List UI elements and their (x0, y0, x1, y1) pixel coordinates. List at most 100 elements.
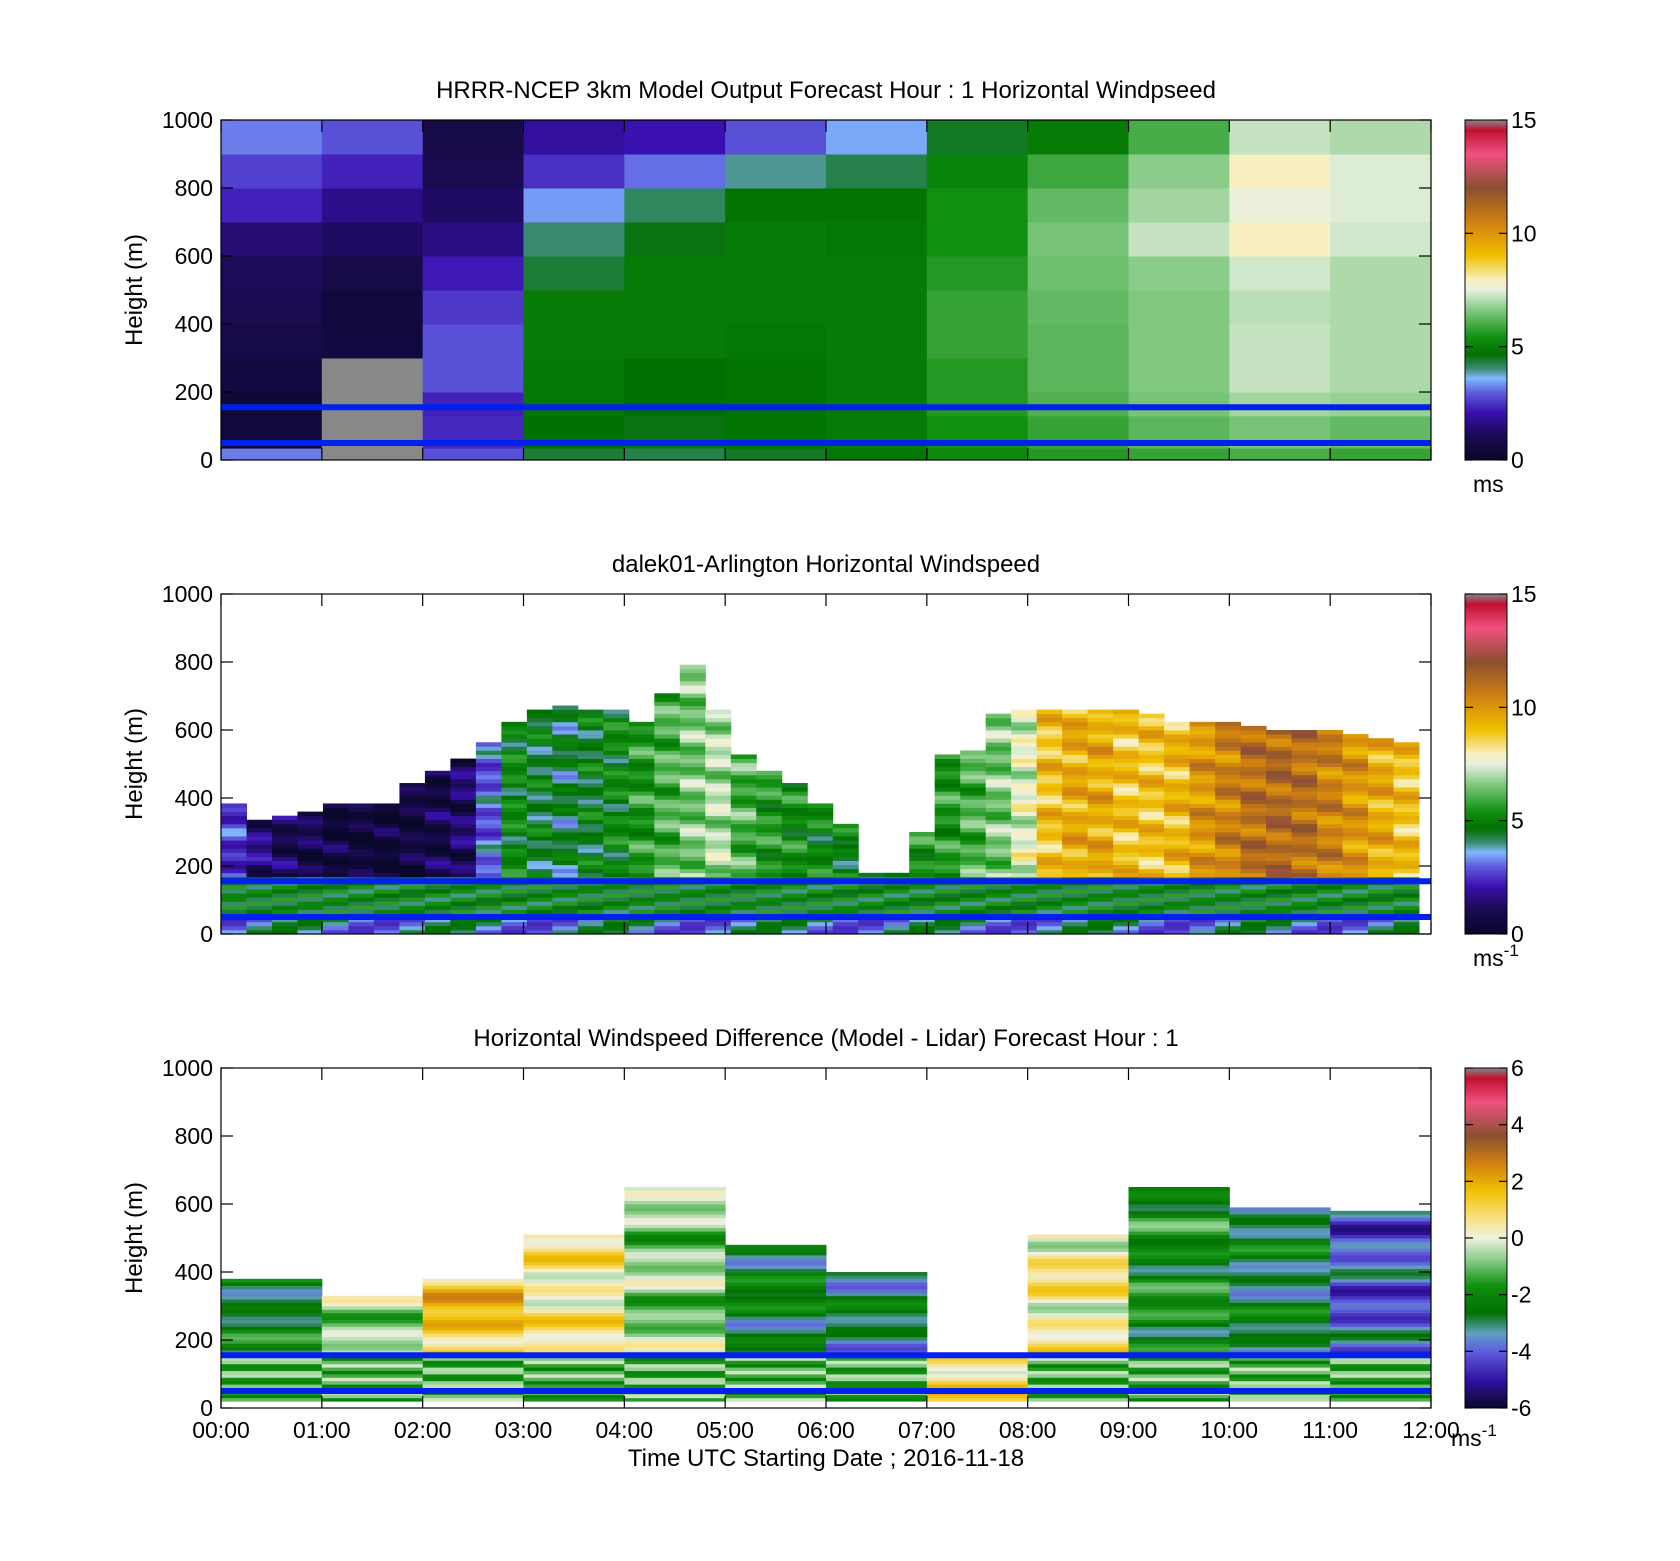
heatmap-cell (1062, 750, 1089, 755)
heatmap-cell (730, 815, 757, 821)
heatmap-cell (1164, 897, 1191, 902)
heatmap-cell (523, 290, 625, 325)
heatmap-cell (654, 787, 681, 792)
y-tick-label: 400 (175, 785, 213, 811)
heatmap-cell (1393, 803, 1420, 808)
heatmap-cell (1138, 885, 1165, 890)
heatmap-cell (1164, 750, 1191, 755)
heatmap-cell (624, 1323, 726, 1327)
heatmap-cell (679, 685, 706, 690)
heatmap-cell (501, 860, 528, 866)
heatmap-cell (348, 893, 375, 898)
heatmap-cell (985, 754, 1012, 759)
heatmap-cell (603, 738, 630, 743)
heatmap-cell (624, 358, 726, 393)
heatmap-cell (654, 717, 681, 723)
heatmap-cell (1062, 742, 1089, 747)
colorbar-frame (1464, 119, 1508, 461)
heatmap-cell (1011, 734, 1038, 739)
heatmap-cell (679, 787, 706, 792)
heatmap-cell (960, 856, 987, 861)
heatmap-cell (399, 823, 426, 829)
heatmap-cell (422, 188, 524, 223)
heatmap-cell (1062, 811, 1089, 817)
heatmap-cell (628, 897, 655, 902)
heatmap-cell (705, 819, 732, 825)
heatmap-cell (501, 721, 528, 727)
heatmap-cell (781, 872, 808, 878)
heatmap-cell (679, 705, 706, 710)
heatmap-cell (399, 836, 426, 841)
heatmap-cell (552, 725, 579, 731)
heatmap-cell (1113, 811, 1140, 817)
heatmap-cell (1291, 885, 1318, 890)
heatmap-cell (1291, 738, 1318, 743)
heatmap-cell (1266, 840, 1293, 845)
heatmap-cell (807, 885, 834, 890)
heatmap-cell (807, 921, 834, 927)
heatmap-cell (424, 811, 451, 817)
heatmap-cell (1027, 358, 1129, 393)
heatmap-cell (1027, 392, 1129, 417)
heatmap-cell (1087, 766, 1114, 772)
heatmap-cell (523, 1370, 625, 1375)
heatmap-cell (985, 730, 1012, 735)
heatmap-cell (1128, 1350, 1230, 1354)
heatmap-cell (1128, 1285, 1230, 1290)
heatmap-cell (826, 154, 928, 189)
heatmap-cell (985, 844, 1012, 849)
heatmap-cell (679, 778, 706, 784)
heatmap-cell (1317, 905, 1344, 910)
heatmap-cell (603, 754, 630, 759)
heatmap-cell (1266, 819, 1293, 825)
heatmap-cell (934, 901, 961, 906)
heatmap-cell (577, 905, 604, 910)
heatmap-cell (1087, 840, 1114, 845)
heatmap-cell (1291, 774, 1318, 780)
heatmap-cell (322, 827, 349, 833)
colorbar-tick-label: 10 (1511, 694, 1537, 720)
heatmap-cell (373, 921, 400, 927)
heatmap-cell (1330, 324, 1432, 359)
heatmap-cell (552, 762, 579, 768)
heatmap-cell (552, 770, 579, 776)
heatmap-cell (1342, 766, 1369, 772)
heatmap-cell (1342, 889, 1369, 894)
heatmap-cell (1087, 734, 1114, 739)
heatmap-cell (1062, 827, 1089, 833)
heatmap-cell (1164, 925, 1191, 931)
heatmap-cell (450, 860, 477, 866)
heatmap-cell (297, 856, 324, 861)
heatmap-cell (909, 885, 936, 890)
heatmap-cell (501, 901, 528, 906)
heatmap-cell (424, 897, 451, 902)
colorbar-tick-label: 4 (1511, 1112, 1524, 1138)
heatmap-cell (297, 823, 324, 829)
heatmap-cell (1266, 921, 1293, 927)
heatmap-cell (1087, 721, 1114, 727)
x-tick-label: 04:00 (596, 1417, 654, 1443)
heatmap-cell (1087, 738, 1114, 743)
heatmap-cell (523, 1282, 625, 1286)
heatmap-cell (679, 925, 706, 931)
heatmap-cell (654, 803, 681, 808)
heatmap-cell (679, 730, 706, 735)
heatmap-cell (624, 1224, 726, 1229)
heatmap-cell (321, 1397, 424, 1402)
heatmap-cell (1113, 787, 1140, 792)
heatmap-cell (725, 1272, 827, 1276)
heatmap-cell (1027, 1336, 1129, 1341)
heatmap-cell (628, 746, 655, 751)
heatmap-cell (934, 856, 961, 861)
heatmap-cell (654, 725, 681, 731)
heatmap-cell (221, 819, 247, 825)
heatmap-cell (1138, 742, 1165, 747)
heatmap-cell (297, 848, 324, 853)
heatmap-cell (422, 1309, 524, 1314)
heatmap-cell (1087, 717, 1114, 723)
heatmap-cell (1062, 860, 1089, 866)
heatmap-cell (297, 827, 324, 833)
heatmap-cell (1215, 840, 1242, 845)
heatmap-cell (348, 905, 375, 910)
